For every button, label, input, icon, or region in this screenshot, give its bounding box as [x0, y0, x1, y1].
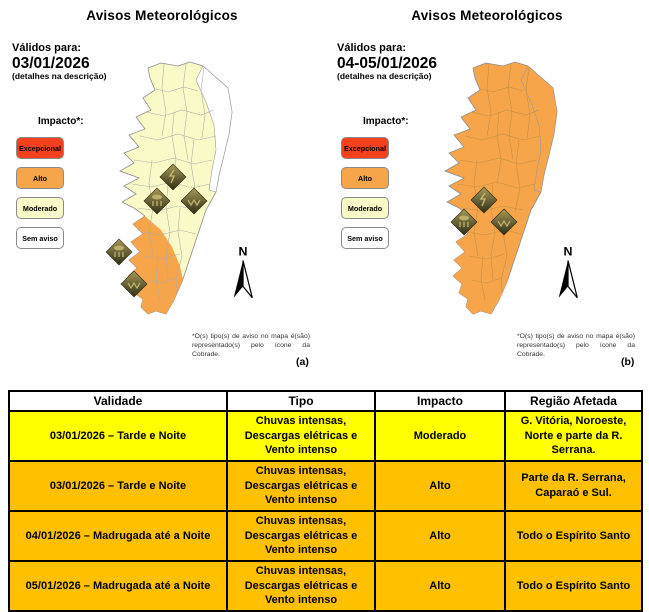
impact-legend-title: Impacto*: [38, 116, 84, 127]
cobrade-storm-icon [470, 186, 498, 214]
cell-impacto: Alto [374, 510, 506, 562]
figure-caption-b: (b) [621, 356, 635, 368]
header-impacto: Impacto [374, 390, 506, 412]
warnings-table: Validade Tipo Impacto Região Afetada 03/… [8, 390, 643, 612]
legend-chip-moderado: Moderado [16, 197, 64, 219]
cell-regiao: G. Vitória, Noroeste, Norte e parte da R… [504, 410, 643, 462]
cobrade-storm-icon [159, 163, 187, 191]
cell-regiao: Parte da R. Serrana, Caparaó e Sul. [504, 460, 643, 512]
cobrade-wind-icon [180, 187, 208, 215]
table-header-row: Validade Tipo Impacto Região Afetada [8, 390, 643, 412]
cobrade-wind-icon [120, 270, 148, 298]
cell-regiao: Todo o Espírito Santo [504, 510, 643, 562]
north-label: N [564, 244, 573, 258]
validity-note: (detalhes na descrição) [12, 71, 107, 82]
validity-label: Válidos para: [12, 42, 82, 54]
validity-date: 03/01/2026 [12, 54, 90, 72]
warning-map-panel-a: Avisos Meteorológicos Válidos para: 03/0… [0, 0, 324, 386]
map-region-coastal [195, 65, 232, 193]
legend-chip-alto: Alto [16, 167, 64, 189]
north-arrow: N [233, 244, 253, 299]
north-arrow: N [558, 244, 578, 299]
cobrade-rain-icon [450, 208, 478, 236]
impact-legend-title: Impacto*: [363, 116, 409, 127]
cell-tipo: Chuvas intensas, Descargas elétricas e V… [226, 560, 376, 612]
table-row: 03/01/2026 – Tarde e Noite Chuvas intens… [8, 460, 643, 512]
legend-chip-excepcional: Excepcional [16, 137, 64, 159]
cell-validade: 05/01/2026 – Madrugada até a Noite [8, 560, 228, 612]
table-row: 05/01/2026 – Madrugada até a Noite Chuva… [8, 560, 643, 612]
validity-block: Válidos para: 03/01/2026 (detalhes na de… [12, 42, 106, 82]
espirito-santo-map-b [444, 61, 558, 315]
table-row: 04/01/2026 – Madrugada até a Noite Chuva… [8, 510, 643, 562]
table-row: 03/01/2026 – Tarde e Noite Chuvas intens… [8, 410, 643, 462]
map-region-coastal [520, 65, 557, 193]
legend-chip-alto: Alto [341, 167, 389, 189]
validity-note: (detalhes na descrição) [337, 71, 432, 82]
cell-validade: 04/01/2026 – Madrugada até a Noite [8, 510, 228, 562]
north-label: N [239, 244, 248, 258]
header-validade: Validade [8, 390, 228, 412]
impact-legend: Impacto*: Excepcional Alto Moderado Sem … [16, 116, 84, 257]
cell-tipo: Chuvas intensas, Descargas elétricas e V… [226, 510, 376, 562]
cell-regiao: Todo o Espírito Santo [504, 560, 643, 612]
legend-chip-sem-aviso: Sem aviso [341, 227, 389, 249]
cell-tipo: Chuvas intensas, Descargas elétricas e V… [226, 460, 376, 512]
cell-tipo: Chuvas intensas, Descargas elétricas e V… [226, 410, 376, 462]
figure-caption-a: (a) [296, 356, 309, 368]
validity-block: Válidos para: 04-05/01/2026 (detalhes na… [337, 42, 437, 82]
cell-impacto: Alto [374, 460, 506, 512]
legend-chip-sem-aviso: Sem aviso [16, 227, 64, 249]
panel-title: Avisos Meteorológicos [86, 8, 238, 23]
panel-title: Avisos Meteorológicos [411, 8, 563, 23]
legend-chip-excepcional: Excepcional [341, 137, 389, 159]
cell-impacto: Alto [374, 560, 506, 612]
cobrade-footnote: *O(s) tipo(s) de aviso no mapa é(são) re… [517, 333, 635, 358]
impact-legend: Impacto*: Excepcional Alto Moderado Sem … [341, 116, 409, 257]
header-tipo: Tipo [226, 390, 376, 412]
cobrade-rain-icon [143, 187, 171, 215]
cobrade-wind-icon [490, 208, 518, 236]
cell-validade: 03/01/2026 – Tarde e Noite [8, 410, 228, 462]
cell-impacto: Moderado [374, 410, 506, 462]
warning-map-panel-b: Avisos Meteorológicos Válidos para: 04-0… [325, 0, 649, 386]
header-regiao: Região Afetada [504, 390, 643, 412]
cobrade-footnote: *O(s) tipo(s) de aviso no mapa é(são) re… [192, 333, 310, 358]
espirito-santo-map-a [106, 61, 233, 315]
validity-date: 04-05/01/2026 [337, 54, 437, 72]
cobrade-rain-icon [106, 238, 133, 266]
validity-label: Válidos para: [337, 42, 407, 54]
cell-validade: 03/01/2026 – Tarde e Noite [8, 460, 228, 512]
legend-chip-moderado: Moderado [341, 197, 389, 219]
